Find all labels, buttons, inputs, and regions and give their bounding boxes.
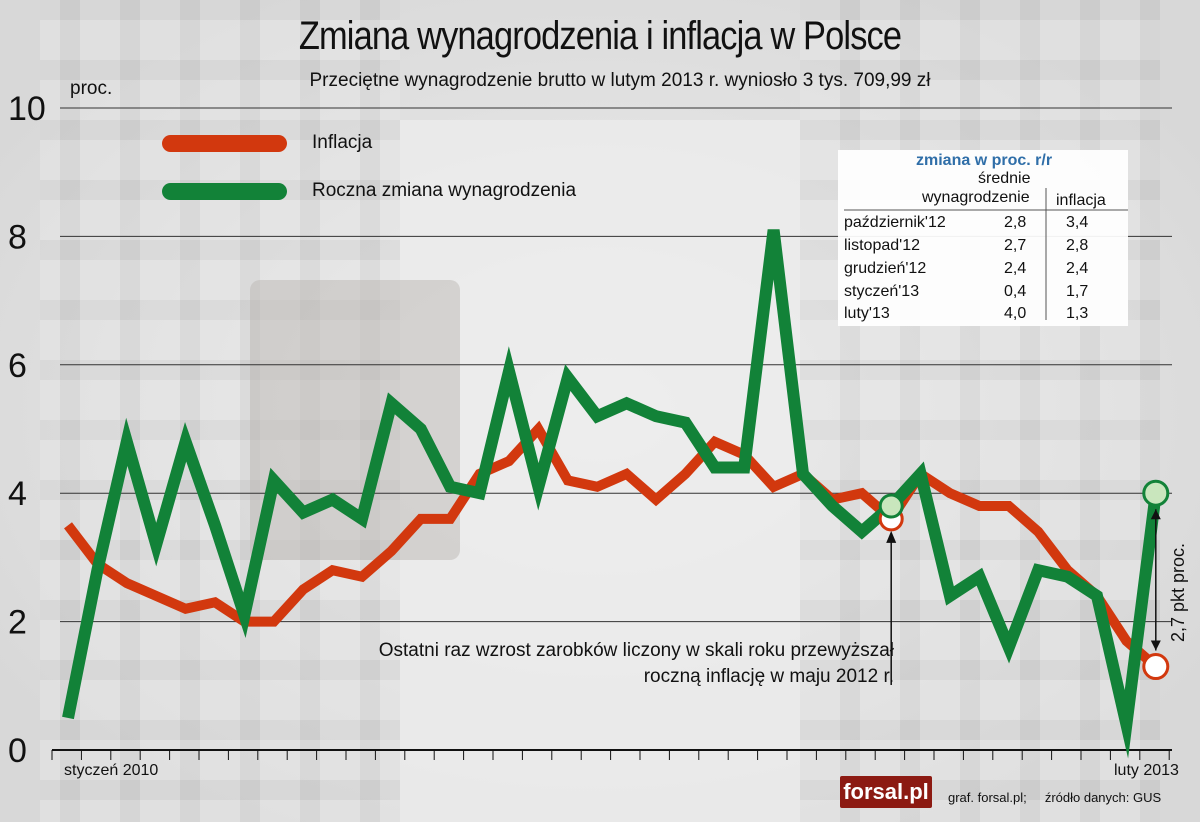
markers xyxy=(878,479,1170,681)
annotation-line-1: Ostatni raz wzrost zarobków liczony w sk… xyxy=(378,640,894,661)
background-plaid-right xyxy=(800,0,1160,822)
table-cell-inflation: 3,4 xyxy=(1066,214,1089,231)
credits: graf. forsal.pl; źródło danych: GUS xyxy=(948,790,1162,805)
legend-swatch-wages xyxy=(162,183,287,200)
y-tick-label: 2 xyxy=(8,604,27,642)
table-cell-inflation: 2,4 xyxy=(1066,260,1089,277)
table-cell-wages: 2,4 xyxy=(1004,260,1027,277)
marker-wages-feb-2013 xyxy=(1142,479,1170,507)
legend-label-inflation: Inflacja xyxy=(312,132,373,153)
annotation-arrows xyxy=(886,509,1161,685)
marker-inflation-feb-2013 xyxy=(1142,653,1170,681)
table-cell-month: październik'12 xyxy=(844,214,946,231)
table-header-inflation: inflacja xyxy=(1056,192,1106,209)
annotation-text: Ostatni raz wzrost zarobków liczony w sk… xyxy=(379,638,894,690)
marker-wages-may-2012 xyxy=(878,493,904,519)
background-wallet xyxy=(250,280,460,560)
y-tick-label: 0 xyxy=(8,732,27,770)
x-axis xyxy=(51,749,1172,760)
gap-arrowhead-bottom xyxy=(1150,640,1161,651)
table-cell-wages: 0,4 xyxy=(1004,283,1027,300)
table-cell-month: listopad'12 xyxy=(844,237,920,254)
table-cell-inflation: 2,8 xyxy=(1066,237,1089,254)
data-table: zmiana w proc. r/r średnie wynagrodzenie… xyxy=(838,150,1128,326)
chart-subtitle: Przeciętne wynagrodzenie brutto w lutym … xyxy=(309,70,931,91)
gridlines xyxy=(60,107,1172,623)
gap-arrowhead-top xyxy=(1150,509,1161,520)
series-line-inflation xyxy=(64,420,1160,671)
y-axis: 0 2 4 6 8 10 xyxy=(8,90,46,770)
table-rules xyxy=(844,188,1128,320)
series-lines xyxy=(62,229,1162,759)
x-start-label: styczeń 2010 xyxy=(64,762,159,779)
gap-label: 2,7 pkt proc. xyxy=(1168,542,1188,642)
table-cell-month: styczeń'13 xyxy=(844,283,920,300)
legend-label-wages: Roczna zmiana wynagrodzenia xyxy=(312,180,577,201)
table-cell-inflation: 1,7 xyxy=(1066,283,1089,300)
table-header-wages-2: wynagrodzenie xyxy=(922,189,1030,206)
y-tick-label: 4 xyxy=(8,475,27,513)
series-line-wages xyxy=(62,229,1162,759)
y-tick-label: 6 xyxy=(8,347,27,385)
legend-swatch-inflation xyxy=(162,135,287,152)
table-cell-wages: 4,0 xyxy=(1004,305,1027,322)
x-end-label: luty 2013 xyxy=(1114,762,1179,779)
forsal-logo[interactable]: forsal.pl xyxy=(840,776,932,808)
y-tick-label: 10 xyxy=(8,90,46,128)
chart-title: Zmiana wynagrodzenia i inflacja w Polsce xyxy=(298,14,902,58)
table-caption: zmiana w proc. r/r xyxy=(916,152,1053,169)
table-cell-wages: 2,8 xyxy=(1004,214,1027,231)
y-tick-label: 8 xyxy=(8,218,27,256)
y-axis-unit: proc. xyxy=(70,78,113,99)
table-cell-inflation: 1,3 xyxy=(1066,305,1089,322)
annotation-line-2: roczną inflację w maju 2012 r. xyxy=(643,666,894,687)
table-cell-wages: 2,7 xyxy=(1004,237,1027,254)
table-header-wages-1: średnie xyxy=(978,170,1031,187)
annotation-arrowhead xyxy=(886,530,897,543)
table-cell-month: luty'13 xyxy=(844,305,890,322)
table-cell-month: grudzień'12 xyxy=(844,260,927,277)
